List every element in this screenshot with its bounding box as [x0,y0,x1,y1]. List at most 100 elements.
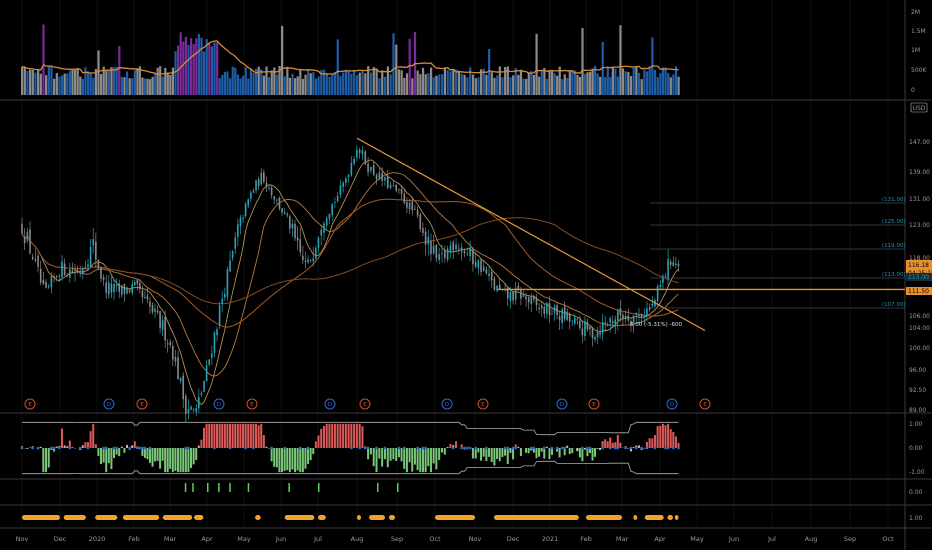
marker-strip [22,515,679,520]
oscillator-bar [482,448,485,457]
oscillator-bar [184,448,187,473]
oscillator-bar [372,448,375,467]
event-marker-earnings-icon[interactable] [588,398,600,410]
volume-bar [29,69,32,95]
volume-bar [195,38,198,95]
volume-bar [621,68,625,95]
oscillator-bar [333,423,336,448]
event-marker-earnings-icon[interactable] [246,398,258,410]
volume-bar [604,77,607,95]
candle-body [506,287,509,299]
candle-body [216,328,218,336]
oscillator-bar [571,448,574,454]
oscillator-dot [616,446,620,450]
oscillator-bar [611,442,614,448]
candle-body [146,295,149,300]
candle-body [432,245,435,254]
fib-levels [650,202,905,309]
event-marker-dividend-icon[interactable] [556,398,568,410]
volume-axis-tick: 500K [911,67,927,74]
volume-bar [532,75,536,95]
oscillator-dot [421,446,425,450]
oscillator-bar [667,423,670,448]
marker-segment [318,515,326,520]
event-marker-dividend-icon[interactable] [324,398,336,410]
oscillator-bar [322,426,325,448]
event-marker-dividend-icon[interactable] [213,398,225,410]
candle-body [294,223,296,239]
candle-body [317,237,320,248]
oscillator-bar [498,448,501,462]
candle-body [438,254,440,260]
downtrend-line[interactable] [356,137,706,332]
oscillator-dot [358,446,361,450]
event-marker-label: E [140,402,144,408]
volume-bar [328,76,331,95]
volume-bar [94,69,98,95]
event-marker-earnings-icon[interactable] [24,398,36,410]
candle-body [263,172,265,182]
volume-bar [616,76,620,95]
volume-bar [231,66,234,95]
candle-body [299,239,302,253]
event-marker-dividend-icon[interactable] [441,398,453,410]
candle-body [328,213,331,219]
oscillator-bar [190,448,193,469]
candle-body [675,263,677,266]
volume-bar [79,76,82,95]
candle-body [336,195,339,202]
candle-body [205,365,208,381]
line-price-value: 111.50 [908,288,929,295]
volume-bar [265,66,268,95]
candle-body [527,297,530,303]
oscillator-bar [645,441,648,448]
oscillator-dot [283,446,286,450]
oscillator-dot [136,446,139,450]
oscillator-dot [474,446,477,450]
oscillator-bar [221,423,224,448]
volume-bar [344,69,348,95]
volume-bar [455,69,458,95]
candle-body [182,375,185,400]
oscillator-bar [496,448,499,460]
volume-bar [629,75,633,95]
oscillator-dot [635,446,638,450]
marker-axis-tick: 1.00 [909,515,923,522]
oscillator-bar [535,448,538,459]
oscillator-bar [179,448,182,473]
oscillator-bar [131,445,134,448]
event-marker-dividend-icon[interactable] [666,398,678,410]
candle-body [136,279,139,284]
event-marker-earnings-icon[interactable] [477,398,489,410]
signal-mark [247,483,250,492]
volume-bar [588,71,592,95]
candle-body [419,214,422,230]
volume-bar [312,72,315,95]
oscillator-bar [490,448,493,463]
volume-bar [667,72,670,95]
candle-body [291,223,294,229]
oscillator-bar [530,448,533,451]
event-marker-earnings-icon[interactable] [359,398,371,410]
candle-body [58,275,61,277]
volume-bar [216,42,219,95]
candle-body [100,267,102,279]
volume-bar [58,76,61,95]
candle-body [198,397,200,409]
volume-bar [223,71,227,95]
event-marker-earnings-icon[interactable] [699,398,711,410]
candle-body [370,166,372,171]
price-axis-tick: 123.00 [909,222,930,229]
volume-bar [131,78,134,95]
candle-body [71,270,74,273]
event-marker-earnings-icon[interactable] [136,398,148,410]
candle-body [546,302,548,314]
oscillator-dot [244,446,247,450]
oscillator-bar [416,448,419,471]
volume-bar [247,78,250,95]
candle-body [656,285,659,302]
event-marker-dividend-icon[interactable] [103,398,115,410]
volume-bar [556,75,559,95]
volume-bar [460,73,463,95]
